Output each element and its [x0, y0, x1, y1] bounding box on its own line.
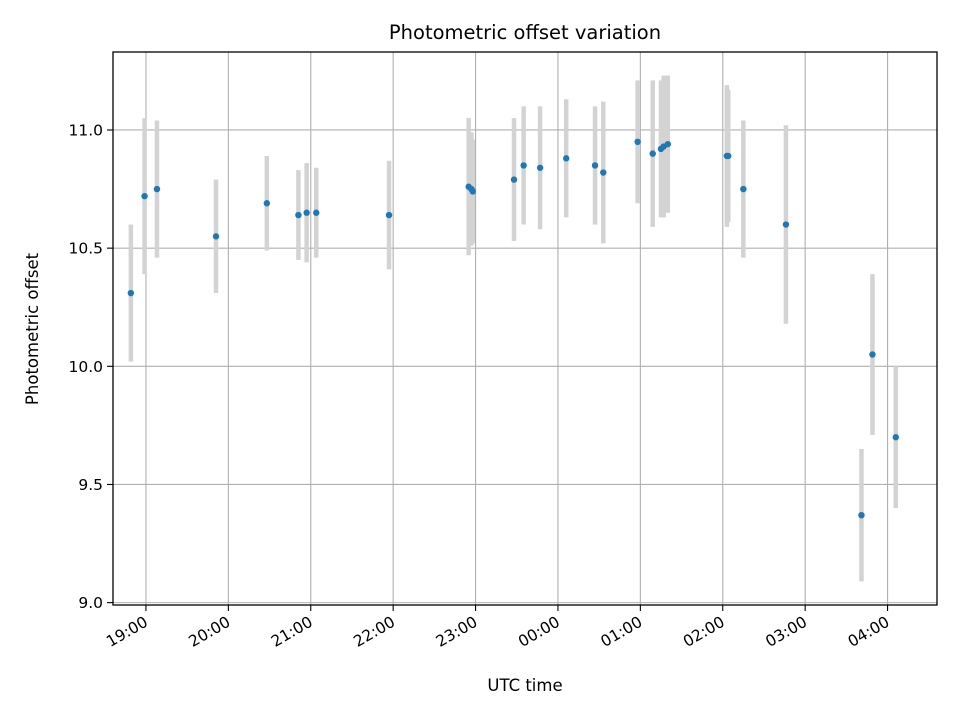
x-axis-label: UTC time [487, 676, 562, 695]
data-point [740, 185, 747, 193]
x-axis-ticks: 19:00 20:00 21:00 22:00 23:00 00:00 01:00 02:00… [103, 605, 893, 651]
y-tick-label: 10.5 [68, 240, 103, 258]
x-tick-label: 22:00 [350, 613, 398, 651]
x-tick-label: 20:00 [186, 613, 234, 651]
data-point [313, 209, 320, 216]
x-tick-label: 03:00 [762, 613, 810, 651]
data-point [591, 162, 599, 169]
data-point [892, 434, 899, 441]
x-tick-label: 04:00 [845, 613, 893, 651]
error-bars [128, 75, 899, 582]
y-axis-ticks: 9.0 9.5 10.0 10.5 11.0 [68, 121, 113, 612]
data-point [510, 176, 518, 183]
data-point [263, 200, 271, 207]
data-point [869, 351, 876, 358]
data-point [782, 221, 790, 228]
data-point [563, 155, 570, 162]
y-axis-label: Photometric offset [23, 252, 42, 405]
grid-lines [113, 52, 937, 605]
data-point [469, 188, 477, 195]
data-point [536, 164, 544, 171]
y-tick-label: 9.5 [78, 476, 103, 494]
data-point [520, 162, 527, 169]
x-tick-label: 21:00 [268, 613, 316, 651]
data-point [295, 211, 302, 219]
x-tick-label: 02:00 [680, 613, 728, 651]
data-point [141, 192, 148, 200]
data-point [212, 233, 220, 240]
data-point [649, 150, 656, 157]
data-point [600, 169, 607, 176]
x-tick-label: 01:00 [598, 613, 646, 651]
plot-frame [112, 51, 938, 606]
data-points [127, 138, 899, 519]
y-tick-label: 10.0 [68, 358, 103, 376]
data-point [858, 511, 865, 519]
x-tick-label: 00:00 [515, 613, 563, 651]
data-point [153, 185, 161, 193]
data-point [127, 289, 135, 297]
data-point [725, 152, 732, 160]
x-tick-label: 23:00 [433, 613, 481, 651]
chart-title: Photometric offset variation [389, 21, 661, 44]
data-point [385, 211, 393, 219]
y-tick-label: 11.0 [68, 121, 103, 139]
data-point [303, 209, 310, 216]
y-tick-label: 9.0 [78, 594, 103, 612]
x-tick-label: 19:00 [103, 613, 151, 651]
data-point [664, 140, 672, 148]
data-point [634, 138, 641, 146]
